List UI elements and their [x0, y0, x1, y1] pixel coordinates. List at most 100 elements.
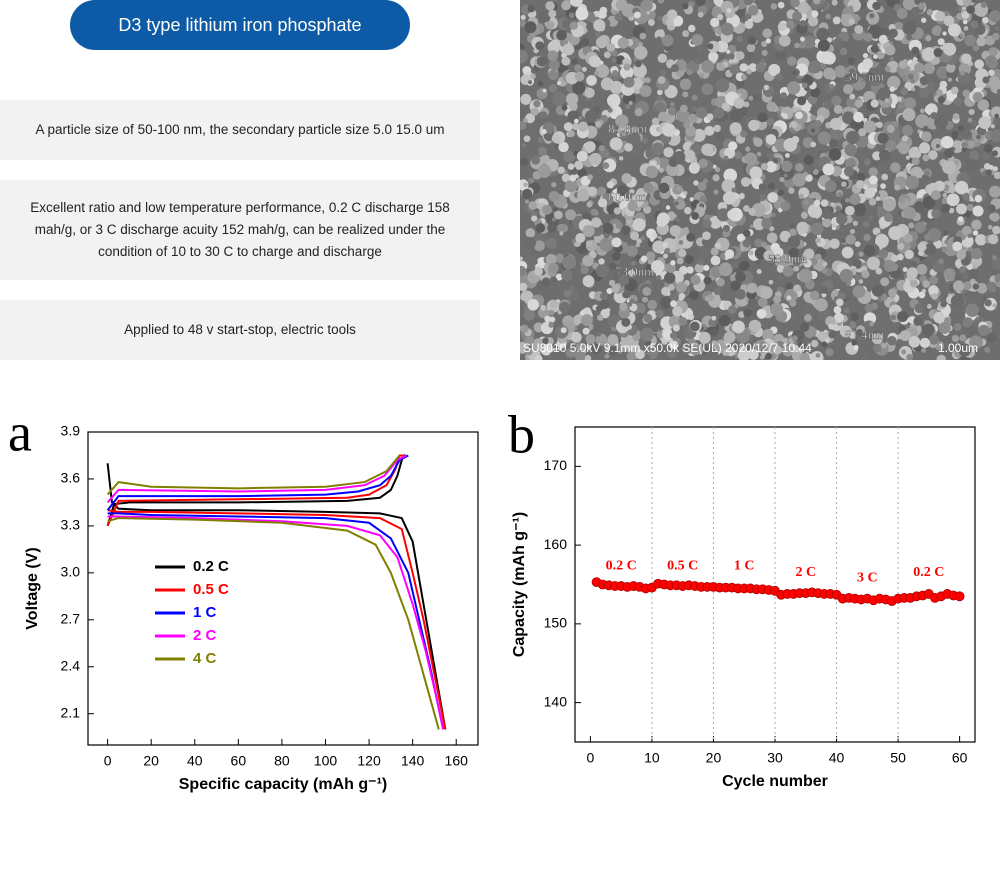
- grain: [716, 14, 724, 21]
- grain: [556, 30, 567, 41]
- grain: [630, 260, 637, 266]
- grain: [945, 63, 956, 73]
- grain: [971, 219, 982, 231]
- grain: [937, 96, 946, 104]
- grain: [942, 193, 947, 198]
- grain: [867, 72, 875, 80]
- grain: [797, 1, 810, 14]
- grain: [794, 42, 800, 49]
- grain: [691, 212, 700, 220]
- grain: [878, 248, 888, 259]
- grain: [672, 306, 683, 317]
- grain: [869, 13, 875, 19]
- grain: [595, 264, 609, 278]
- grain: [775, 50, 786, 61]
- grain: [863, 158, 872, 166]
- grain: [795, 19, 801, 25]
- grain: [765, 38, 772, 44]
- grain: [582, 275, 595, 288]
- grain: [884, 44, 896, 56]
- grain: [665, 205, 671, 210]
- grain: [648, 19, 655, 26]
- grain: [948, 207, 955, 214]
- annotation: 0.2 C: [913, 565, 944, 580]
- grain: [716, 40, 729, 53]
- grain: [599, 237, 614, 252]
- grain: [575, 232, 586, 244]
- grain: [701, 238, 710, 246]
- title-pill: D3 type lithium iron phosphate: [70, 0, 410, 50]
- grain: [913, 201, 925, 213]
- grain: [992, 225, 1000, 235]
- grain: [712, 174, 720, 182]
- grain: [988, 10, 1000, 23]
- grain: [928, 285, 939, 296]
- grain: [782, 113, 788, 119]
- grain: [923, 125, 928, 130]
- grain: [569, 174, 577, 182]
- x-tick-label: 10: [644, 750, 660, 766]
- grain: [799, 352, 810, 360]
- grain: [864, 303, 874, 313]
- grain: [976, 283, 988, 294]
- grain: [683, 190, 688, 196]
- grain: [814, 253, 822, 261]
- grain: [913, 316, 923, 326]
- grain: [898, 216, 906, 224]
- grain: [849, 93, 856, 100]
- sem-measure: 84.8nm: [608, 121, 647, 136]
- grain: [586, 75, 597, 86]
- point: [954, 591, 965, 602]
- grain: [986, 281, 997, 292]
- grain: [528, 80, 533, 85]
- grain: [908, 240, 918, 250]
- grain: [606, 188, 612, 194]
- grain: [777, 207, 783, 213]
- grain: [918, 250, 924, 257]
- grain: [712, 107, 725, 119]
- y-tick-label: 3.0: [61, 564, 81, 580]
- grain: [856, 179, 865, 189]
- grain: [822, 163, 835, 176]
- grain: [866, 256, 881, 270]
- annotation: 1 C: [734, 559, 755, 574]
- grain: [656, 274, 662, 281]
- grain: [611, 284, 620, 293]
- grain: [678, 240, 684, 245]
- grain: [568, 101, 578, 111]
- grain: [930, 190, 941, 201]
- grain: [735, 271, 746, 283]
- grain: [789, 299, 797, 307]
- grain: [923, 243, 937, 256]
- grain: [544, 315, 552, 323]
- grain: [884, 212, 894, 222]
- grain: [564, 179, 578, 193]
- grain: [956, 203, 967, 215]
- grain: [896, 8, 908, 19]
- grain: [876, 317, 889, 331]
- grain: [976, 134, 981, 140]
- grain: [748, 95, 754, 101]
- grain: [843, 83, 854, 95]
- grain: [645, 251, 656, 261]
- grain: [756, 340, 769, 353]
- grain: [994, 113, 999, 119]
- grain: [772, 295, 781, 304]
- grain: [549, 39, 561, 50]
- grain: [658, 111, 669, 122]
- grain: [754, 181, 760, 186]
- grain: [520, 282, 528, 292]
- grain: [530, 73, 536, 80]
- grain: [523, 255, 538, 270]
- grain: [868, 175, 878, 185]
- grain: [924, 105, 934, 115]
- grain: [936, 354, 947, 360]
- grain: [609, 80, 623, 95]
- grain: [551, 217, 557, 222]
- grain: [936, 89, 943, 96]
- grain: [777, 45, 784, 52]
- grain: [901, 125, 913, 137]
- grain: [987, 204, 996, 213]
- grain: [902, 267, 908, 272]
